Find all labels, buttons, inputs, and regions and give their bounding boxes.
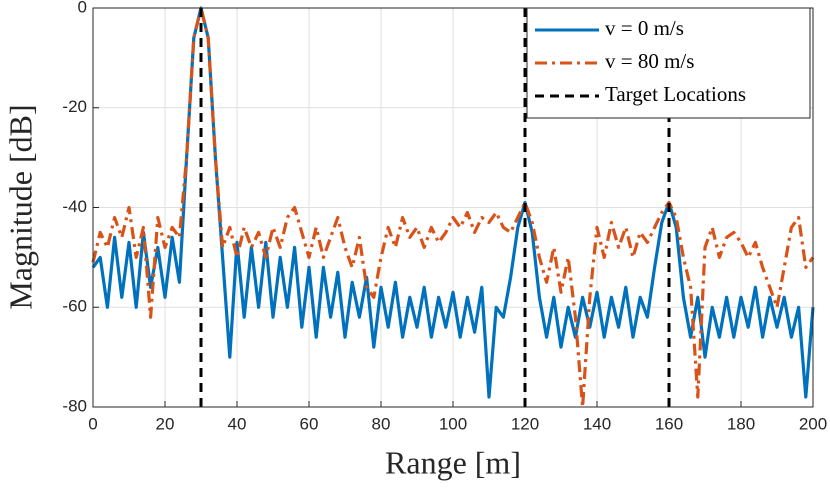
x-tick-label: 80	[372, 414, 391, 433]
y-axis-label: Magnitude [dB]	[2, 104, 38, 309]
x-tick-label: 180	[727, 414, 755, 433]
y-tick-label: -40	[62, 197, 87, 216]
x-tick-label: 120	[511, 414, 539, 433]
x-tick-label: 140	[583, 414, 611, 433]
legend: v = 0 m/s v = 80 m/s Target Locations	[526, 7, 811, 119]
x-tick-label: 100	[439, 414, 467, 433]
y-tick-label: 0	[78, 0, 87, 16]
y-tick-label: -80	[62, 396, 87, 415]
x-tick-label: 40	[228, 414, 247, 433]
x-tick-label: 20	[156, 414, 175, 433]
x-tick-label: 200	[799, 414, 827, 433]
y-tick-label: -20	[62, 97, 87, 116]
legend-label: v = 80 m/s	[605, 49, 694, 73]
x-tick-label: 0	[88, 414, 97, 433]
legend-label: v = 0 m/s	[605, 16, 684, 40]
x-axis-label: Range [m]	[385, 444, 521, 480]
axes-box	[92, 7, 814, 408]
series-line	[91, 6, 815, 409]
x-tick-label: 60	[300, 414, 319, 433]
x-tick-label: 160	[655, 414, 683, 433]
y-tick-label: -60	[62, 297, 87, 316]
legend-box	[526, 7, 811, 119]
legend-label: Target Locations	[605, 82, 746, 106]
